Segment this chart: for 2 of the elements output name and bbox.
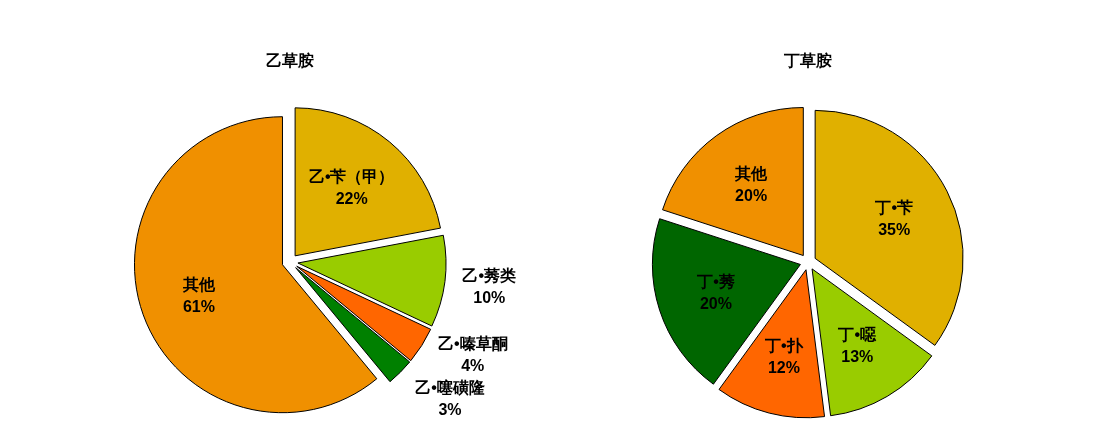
title: 丁草胺 bbox=[784, 52, 832, 69]
title: 乙草胺 bbox=[266, 52, 314, 69]
